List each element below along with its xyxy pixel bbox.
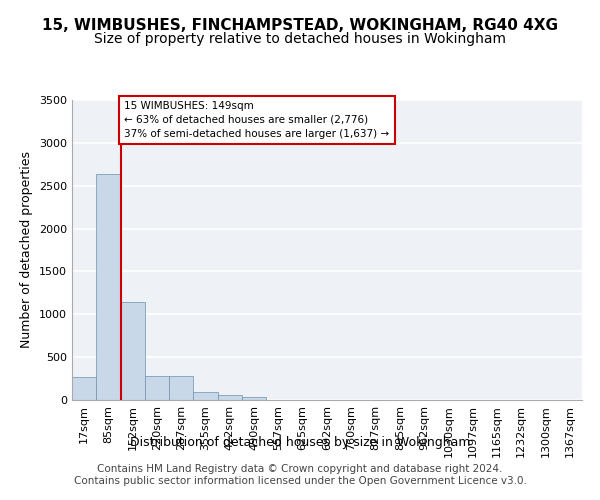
Bar xyxy=(193,392,218,400)
Text: Size of property relative to detached houses in Wokingham: Size of property relative to detached ho… xyxy=(94,32,506,46)
Bar xyxy=(218,396,242,400)
Bar xyxy=(72,377,96,400)
Bar xyxy=(121,302,145,400)
Text: 15 WIMBUSHES: 149sqm
← 63% of detached houses are smaller (2,776)
37% of semi-de: 15 WIMBUSHES: 149sqm ← 63% of detached h… xyxy=(124,100,389,138)
Bar xyxy=(169,376,193,400)
Bar xyxy=(96,174,121,400)
Text: 15, WIMBUSHES, FINCHAMPSTEAD, WOKINGHAM, RG40 4XG: 15, WIMBUSHES, FINCHAMPSTEAD, WOKINGHAM,… xyxy=(42,18,558,32)
Bar xyxy=(242,397,266,400)
Text: Distribution of detached houses by size in Wokingham: Distribution of detached houses by size … xyxy=(130,436,470,449)
Bar xyxy=(145,376,169,400)
Text: Contains public sector information licensed under the Open Government Licence v3: Contains public sector information licen… xyxy=(74,476,526,486)
Y-axis label: Number of detached properties: Number of detached properties xyxy=(20,152,34,348)
Text: Contains HM Land Registry data © Crown copyright and database right 2024.: Contains HM Land Registry data © Crown c… xyxy=(97,464,503,474)
